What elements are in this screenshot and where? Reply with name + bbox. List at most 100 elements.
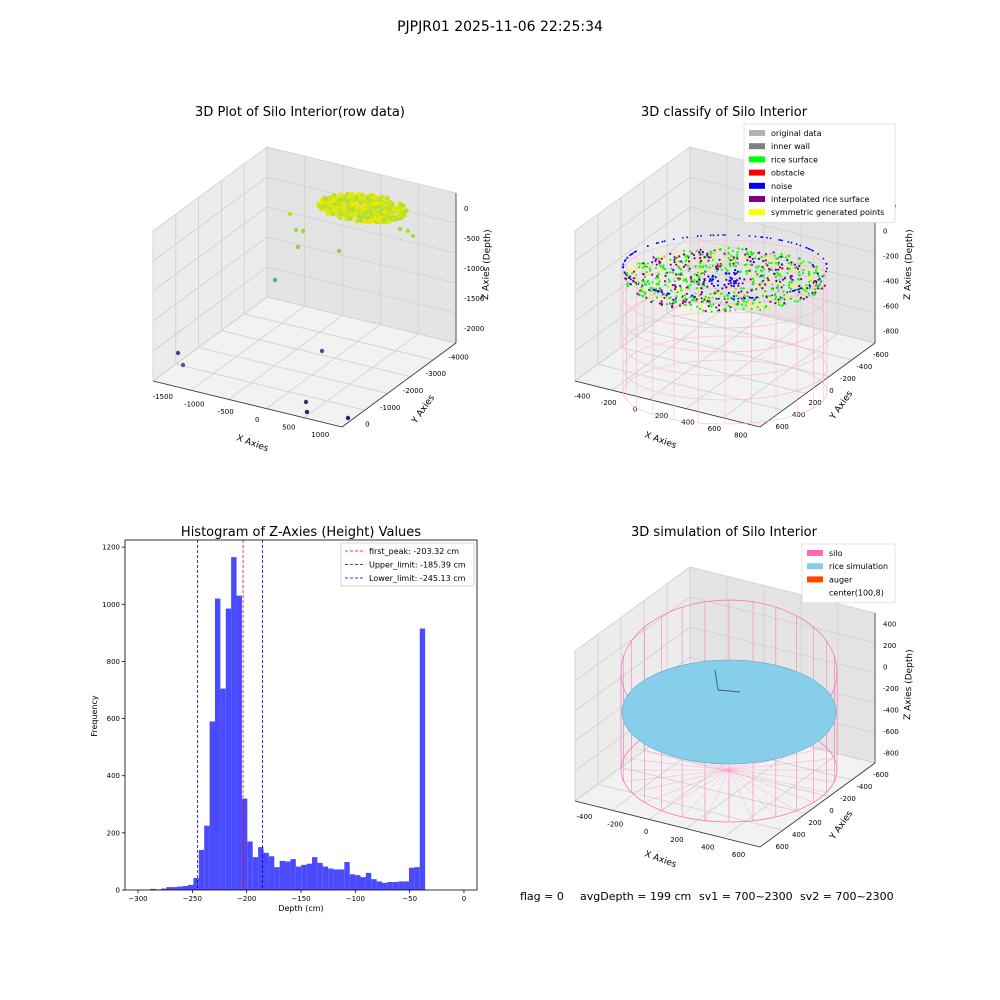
classified-point [724,254,727,257]
classified-point [718,304,721,307]
x-tick-label: -400 [576,813,592,821]
silo-floor-spoke [631,769,730,793]
axis-line [341,342,457,428]
grid-line [190,305,306,391]
inner-wall-point [626,257,628,259]
classified-point [796,294,799,297]
classified-point [798,285,801,288]
classified-point [655,283,658,286]
classified-point [763,256,766,259]
classified-point [637,266,641,269]
grid-line [574,146,691,232]
classified-point [752,252,755,255]
classified-point [760,274,763,277]
raw-point [354,204,359,210]
inner-wall-point [781,239,784,242]
x-tick-label: −250 [183,895,202,903]
classified-point [777,274,780,277]
raw-point [348,193,354,198]
silo-floor-spoke [728,769,754,821]
classified-point [760,270,764,273]
histogram-bar [408,867,415,890]
silo-floor-spoke [704,769,730,821]
classified-point [737,247,740,250]
raw-point [373,211,378,217]
classified-point [700,287,703,290]
classified-point [797,278,800,281]
classified-point [709,250,712,253]
y-tick-label: -400 [856,783,872,791]
histogram-bar [285,861,291,890]
inner-wall-point [755,296,758,299]
classified-point [669,263,672,266]
classified-point [697,283,700,286]
grid-line [574,296,691,382]
classified-point [696,269,700,272]
classified-point [682,265,686,268]
classified-point [637,264,640,267]
classified-point [674,297,678,300]
classified-point [788,267,791,270]
classified-point [745,301,748,304]
classified-point [733,289,736,292]
classified-point [660,289,663,292]
inner-wall-point [633,251,636,254]
raw-point [383,213,388,219]
classified-point [741,282,744,285]
raw-outlier-point [345,415,351,421]
raw-outlier-point [293,227,299,233]
classified-point [712,303,715,306]
classified-point [811,279,814,282]
grid-line [175,363,365,411]
classified-point [671,271,675,274]
classified-point [645,271,648,274]
inner-wall-point [812,282,815,284]
inner-wall-point [672,238,675,241]
grid-line [666,313,853,361]
classified-point [636,292,639,295]
classified-point [734,280,737,283]
inner-wall-point [637,283,640,285]
inner-wall-point [661,240,664,243]
classified-point [740,290,743,293]
classified-point [782,284,785,287]
x-tick-label: 500 [282,424,295,432]
grid-line [574,176,691,262]
classified-point [798,274,801,277]
classified-point [719,265,722,268]
classified-point [759,308,762,312]
inner-wall-point [793,289,796,292]
raw-point [354,196,359,201]
classified-point [724,309,727,312]
grid-line [689,266,876,314]
grid-line [620,347,807,394]
grid-line [689,206,876,254]
classified-point [814,291,817,294]
classified-point [745,263,748,266]
classified-point [736,255,739,258]
classified-point [708,266,711,269]
inner-wall-point [709,234,712,237]
classified-point [641,279,644,283]
classified-point [693,281,696,284]
classified-point [634,267,637,270]
classified-point [761,287,764,290]
classified-point [629,283,632,286]
histogram-bar [403,881,409,890]
classified-point [650,300,653,303]
classified-point [698,273,701,276]
classified-point [654,258,658,261]
classified-point [814,280,817,283]
classified-point [645,296,648,299]
classified-point [769,300,772,303]
raw-point [388,199,393,205]
raw-point [359,210,365,215]
x-tick-label: 0 [633,405,637,413]
classified-point [728,262,731,266]
classified-point [805,296,808,299]
classified-point [655,263,658,266]
z-tick-label: 200 [883,642,896,650]
classified-point [813,283,817,286]
classified-point [726,259,729,262]
classified-point [736,262,739,265]
